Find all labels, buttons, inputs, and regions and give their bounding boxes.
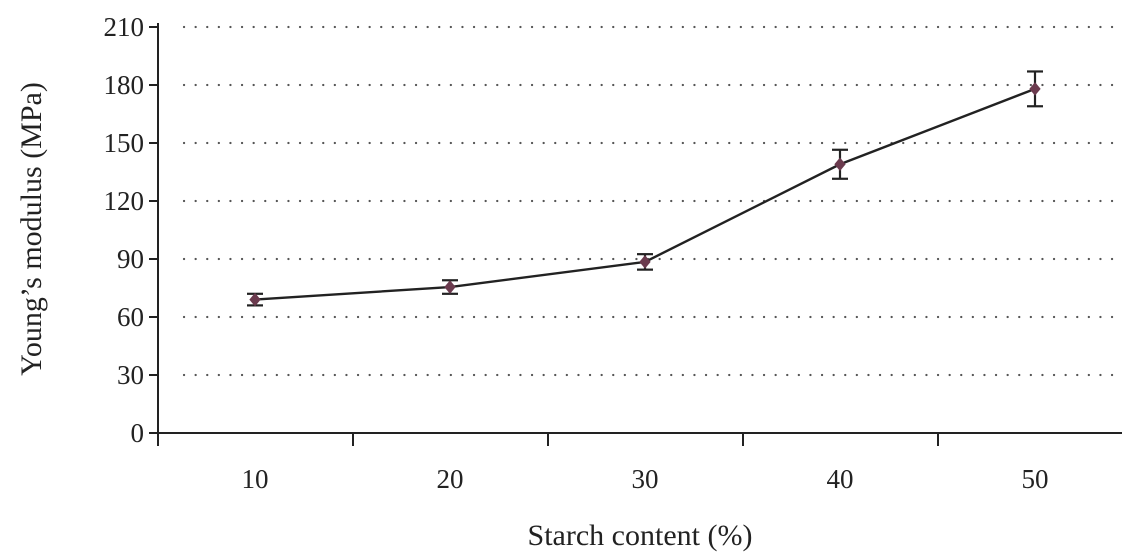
y-ticks: 0 30 60 90 120 150 180 210	[104, 12, 159, 448]
axes	[158, 23, 1122, 435]
series	[247, 71, 1043, 305]
x-tick-label-30: 30	[632, 464, 659, 494]
y-tick-label-150: 150	[104, 128, 145, 158]
data-point-20	[445, 281, 455, 293]
x-tick-label-20: 20	[437, 464, 464, 494]
y-tick-label-60: 60	[117, 302, 144, 332]
x-axis-title: Starch content (%)	[528, 519, 753, 552]
y-tick-label-0: 0	[131, 418, 145, 448]
data-point-30	[640, 256, 650, 268]
data-point-10	[250, 294, 260, 306]
y-tick-label-90: 90	[117, 244, 144, 274]
x-tick-label-50: 50	[1022, 464, 1049, 494]
data-point-40	[835, 158, 845, 170]
y-tick-label-180: 180	[104, 70, 145, 100]
x-tick-label-10: 10	[242, 464, 269, 494]
gridlines	[184, 27, 1120, 375]
x-tick-label-40: 40	[827, 464, 854, 494]
y-tick-label-210: 210	[104, 12, 145, 42]
x-ticks: 10 20 30 40 50	[158, 433, 1049, 494]
y-tick-label-120: 120	[104, 186, 145, 216]
y-axis-title: Young’s modulus (MPa)	[15, 82, 48, 376]
y-tick-label-30: 30	[117, 360, 144, 390]
